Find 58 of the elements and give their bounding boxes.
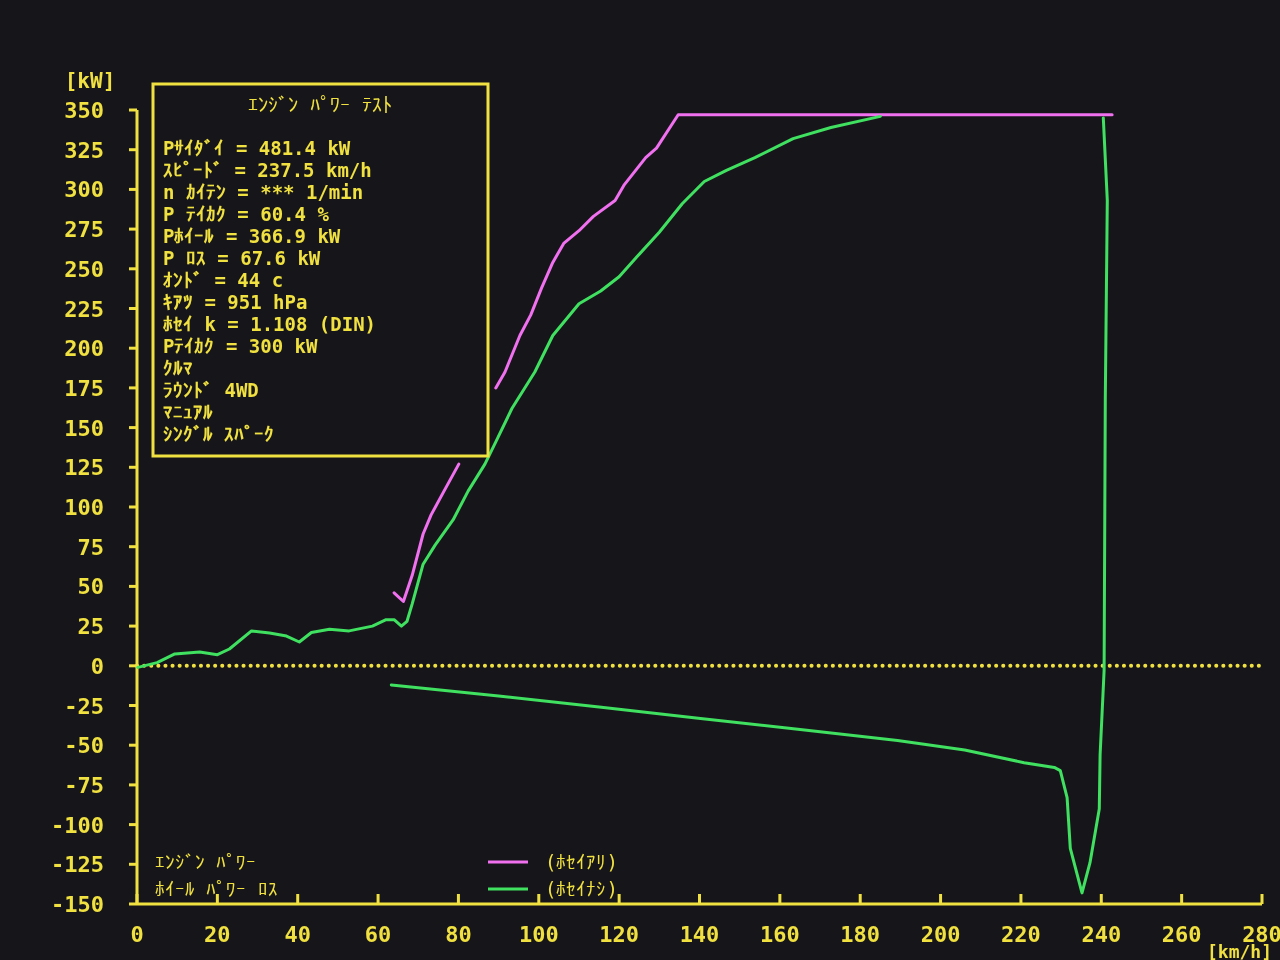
annotation: ｴﾝｼﾞﾝ ﾊﾟﾜｰ (155, 851, 257, 873)
y-tick-label: 200 (64, 336, 104, 362)
y-tick-label: 250 (64, 256, 104, 282)
y-tick-label: 175 (64, 375, 104, 401)
x-tick-label: 80 (445, 922, 472, 947)
x-tick-label: 260 (1161, 922, 1202, 947)
y-axis-title: [kW] (64, 69, 116, 93)
y-tick-label: 125 (64, 455, 104, 481)
y-tick-label: 275 (64, 217, 104, 243)
annotation: P ﾛｽ = 67.6 kW (163, 247, 321, 269)
annotation: ﾎｾｲ k = 1.108 (DIN) (163, 313, 377, 335)
x-tick-label: 40 (284, 922, 311, 947)
y-tick-label: 100 (64, 495, 104, 520)
y-tick-label: 225 (64, 296, 104, 322)
annotation: Pﾃｲｶｸ = 300 kW (163, 335, 318, 357)
y-tick-label: 75 (77, 534, 104, 560)
x-tick-label: 200 (920, 922, 961, 947)
y-tick-label: 50 (77, 574, 104, 600)
annotation: ｷｱﾂ = 951 hPa (163, 291, 308, 313)
line-series (136, 114, 882, 669)
legend-label: (ﾎｾｲﾅｼ) (545, 878, 618, 900)
annotation: ｽﾋﾟｰﾄﾞ = 237.5 km/h (163, 159, 372, 181)
annotation: n ｶｲﾃﾝ = *** 1/min (163, 181, 364, 203)
annotation: Pﾎｲｰﾙ = 366.9 kW (163, 225, 341, 247)
annotation: ｵﾝﾄﾞ = 44 c (163, 269, 284, 291)
y-tick-label: 150 (64, 415, 104, 441)
annotation: ﾏﾆｭｱﾙ (163, 401, 213, 423)
y-tick-label: 325 (64, 137, 104, 163)
annotation: ｸﾙﾏ (163, 357, 193, 379)
annotation: ｼﾝｸﾞﾙ ｽﾊﾟｰｸ (163, 423, 275, 445)
x-tick-label: 240 (1081, 922, 1122, 947)
x-tick-label: 140 (679, 922, 720, 947)
x-tick-label: 160 (759, 922, 800, 947)
x-tick-label: 180 (840, 922, 881, 947)
line-series (392, 462, 461, 603)
x-tick-label: 220 (1001, 922, 1041, 947)
y-tick-label: 25 (77, 614, 104, 640)
y-tick-label: -75 (64, 772, 104, 798)
y-tick-label: 0 (90, 653, 104, 679)
x-tick-label: 100 (518, 922, 559, 947)
x-tick-label: 60 (364, 922, 392, 947)
line-series (494, 113, 1114, 390)
annotation: ﾗｳﾝﾄﾞ 4WD (163, 379, 259, 401)
y-tick-label: -25 (64, 693, 104, 719)
y-tick-label: -100 (51, 812, 104, 838)
y-tick-label: 300 (64, 177, 104, 203)
annotation: P ﾃｲｶｸ = 60.4 % (163, 203, 330, 225)
annotation: Pｻｲﾀﾞｲ = 481.4 kW (163, 137, 351, 159)
legend-label: (ﾎｾｲｱﾘ) (545, 851, 618, 873)
x-tick-label: 20 (204, 922, 231, 947)
annotation: ﾎｲｰﾙ ﾊﾟﾜｰ ﾛｽ (155, 878, 278, 900)
y-tick-label: 350 (64, 98, 104, 123)
x-tick-label: 120 (599, 922, 640, 947)
y-tick-label: -50 (64, 733, 104, 759)
y-tick-label: -150 (51, 892, 104, 917)
x-tick-label: 0 (130, 922, 144, 947)
y-tick-label: -125 (51, 852, 104, 878)
chart-title: ｴﾝｼﾞﾝ ﾊﾟﾜｰ ﾃｽﾄ (247, 93, 393, 117)
